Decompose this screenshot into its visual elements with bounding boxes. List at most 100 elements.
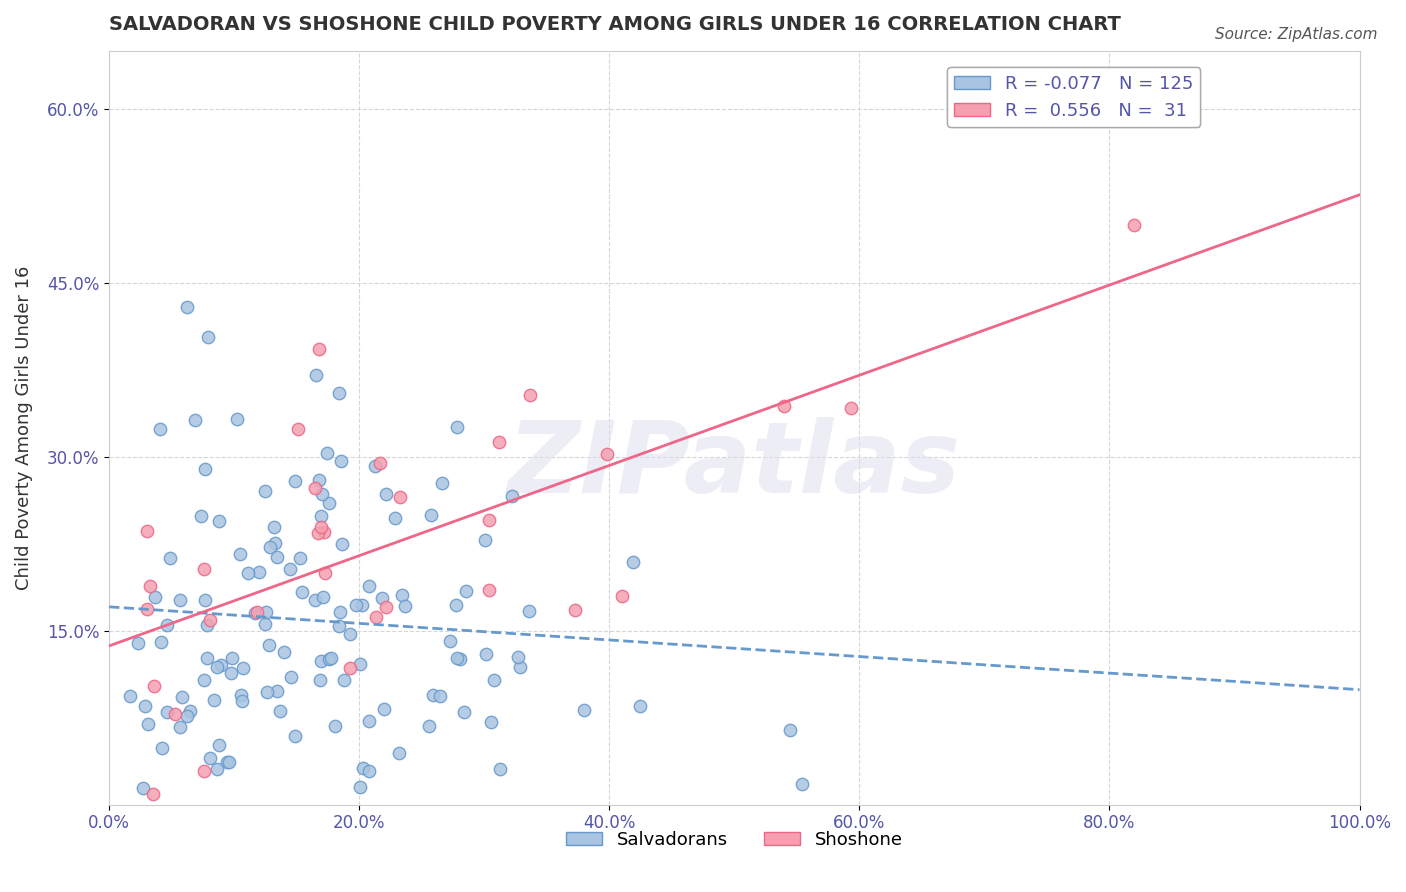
Y-axis label: Child Poverty Among Girls Under 16: Child Poverty Among Girls Under 16 (15, 266, 32, 590)
Point (312, 590, 335, 604)
Point (318, 652, 340, 666)
Point (391, 588, 413, 602)
Point (314, 524, 336, 539)
Point (207, 515, 229, 529)
Point (287, 422, 309, 436)
Point (254, 605, 277, 619)
Point (316, 446, 339, 460)
Point (184, 413, 207, 427)
Point (453, 706, 475, 720)
Point (218, 755, 240, 769)
Point (221, 651, 243, 665)
Point (205, 762, 228, 776)
Point (143, 590, 166, 604)
Point (305, 368, 328, 383)
Point (596, 447, 619, 461)
Point (149, 422, 172, 436)
Point (150, 634, 173, 648)
Point (208, 738, 231, 752)
Point (339, 627, 361, 641)
Point (193, 562, 215, 576)
Point (156, 706, 179, 720)
Point (374, 487, 396, 501)
Point (257, 639, 280, 653)
Point (231, 688, 253, 702)
Point (249, 565, 271, 579)
Point (564, 603, 586, 617)
Point (215, 755, 238, 769)
Point (308, 473, 330, 487)
Point (349, 780, 371, 794)
Point (475, 648, 498, 662)
Point (309, 508, 332, 523)
Point (333, 673, 356, 687)
Point (193, 764, 215, 778)
Point (159, 551, 181, 566)
Point (304, 593, 326, 607)
Point (488, 435, 510, 450)
Point (291, 585, 314, 599)
Point (368, 456, 391, 470)
Point (357, 714, 380, 728)
Point (195, 650, 218, 665)
Point (136, 601, 159, 615)
Point (169, 593, 191, 607)
Point (226, 412, 249, 426)
Point (439, 634, 461, 648)
Point (266, 549, 288, 564)
Point (419, 508, 441, 523)
Point (304, 481, 326, 495)
Point (232, 661, 254, 675)
Point (308, 343, 330, 357)
Point (446, 651, 468, 665)
Point (621, 555, 644, 569)
Point (273, 644, 295, 658)
Point (231, 693, 253, 707)
Point (280, 670, 302, 684)
Point (284, 729, 307, 743)
Point (266, 683, 288, 698)
Point (142, 787, 165, 801)
Point (364, 459, 387, 474)
Point (388, 490, 411, 504)
Point (328, 386, 350, 401)
Point (127, 636, 149, 650)
Text: Source: ZipAtlas.com: Source: ZipAtlas.com (1215, 27, 1378, 42)
Point (474, 533, 496, 547)
Point (253, 483, 276, 498)
Point (517, 604, 540, 618)
Point (446, 419, 468, 434)
Point (330, 454, 353, 468)
Point (519, 388, 541, 402)
Point (444, 599, 467, 613)
Point (309, 654, 332, 668)
Point (194, 593, 217, 607)
Point (772, 399, 794, 413)
Point (284, 474, 307, 488)
Point (132, 780, 155, 795)
Point (150, 741, 173, 756)
Point (506, 649, 529, 664)
Point (357, 764, 380, 778)
Point (1123, 218, 1146, 232)
Point (792, 777, 814, 791)
Point (321, 651, 343, 665)
Point (197, 330, 219, 344)
Point (394, 599, 416, 613)
Point (509, 660, 531, 674)
Point (205, 660, 228, 674)
Point (357, 579, 380, 593)
Point (364, 610, 387, 624)
Point (163, 707, 186, 722)
Point (221, 665, 243, 680)
Point (176, 300, 198, 314)
Point (375, 600, 398, 615)
Point (194, 462, 217, 476)
Point (136, 716, 159, 731)
Point (311, 486, 333, 500)
Point (479, 714, 502, 729)
Point (429, 689, 451, 703)
Point (263, 520, 285, 534)
Point (176, 709, 198, 723)
Point (278, 562, 301, 576)
